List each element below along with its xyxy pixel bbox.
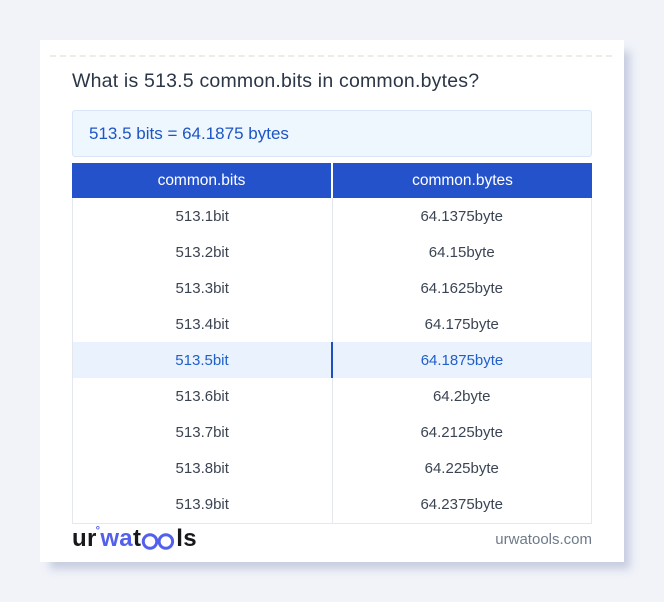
bits-cell: 513.6bit (73, 378, 333, 415)
table-row: 513.6bit 64.2byte (73, 378, 591, 415)
bytes-cell: 64.2125byte (420, 424, 504, 442)
bytes-cell: 64.1375byte (420, 207, 504, 225)
logo-degree-mark: ° (95, 525, 101, 537)
logo-text-ls: ls (176, 525, 197, 552)
table-body: 513.1bit 64.1375byte 513.2bit 64.15byte 513.… (72, 198, 592, 524)
table-header-bits: common.bits (72, 163, 333, 198)
bits-cell: 513.9bit (73, 486, 333, 523)
brand-logo: ur ° wa t ls (72, 525, 197, 552)
bits-cell: 513.2bit (73, 234, 333, 271)
bits-cell: 513.4bit (73, 306, 333, 343)
conversion-card: What is 513.5 common.bits in common.byte… (40, 40, 624, 562)
answer-box: 513.5 bits = 64.1875 bytes (72, 110, 592, 157)
table-row: 513.7bit 64.2125byte (73, 414, 591, 451)
bytes-cell: 64.15byte (428, 243, 495, 261)
site-domain: urwatools.com (495, 530, 592, 548)
card-footer: ur ° wa t ls urwatools.com (72, 520, 592, 558)
page-title: What is 513.5 common.bits in common.byte… (72, 70, 480, 92)
conversion-table: common.bits common.bytes 513.1bit 64.1375… (72, 163, 592, 524)
bits-cell: 513.3bit (73, 270, 333, 307)
logo-text-wa: wa (100, 525, 133, 552)
bits-cell: 513.7bit (73, 414, 333, 451)
bytes-cell: 64.225byte (424, 460, 499, 478)
logo-text-t: t (132, 525, 142, 552)
glasses-oo-icon (142, 533, 175, 550)
bits-cell: 513.8bit (73, 450, 333, 487)
bits-cell: 513.1bit (73, 198, 333, 235)
bytes-cell: 64.2375byte (420, 496, 504, 514)
table-header-bytes: common.bytes (412, 171, 513, 189)
table-row: 513.5bit 64.1875byte (73, 342, 591, 379)
table-row: 513.1bit 64.1375byte (73, 198, 591, 235)
bytes-cell: 64.1625byte (420, 279, 504, 297)
table-row: 513.2bit 64.15byte (73, 234, 591, 271)
answer-text: 513.5 bits = 64.1875 bytes (89, 123, 289, 143)
bytes-cell: 64.2byte (432, 388, 491, 406)
bits-cell: 513.5bit (73, 342, 333, 379)
bytes-cell: 64.1875byte (420, 351, 504, 369)
table-row: 513.4bit 64.175byte (73, 306, 591, 343)
table-row: 513.9bit 64.2375byte (73, 486, 591, 523)
bytes-cell: 64.175byte (424, 315, 499, 333)
dashed-divider (50, 55, 612, 57)
table-header-row: common.bits common.bytes (72, 163, 592, 198)
table-row: 513.8bit 64.225byte (73, 450, 591, 487)
table-row: 513.3bit 64.1625byte (73, 270, 591, 307)
logo-text-ur: ur (72, 525, 97, 552)
